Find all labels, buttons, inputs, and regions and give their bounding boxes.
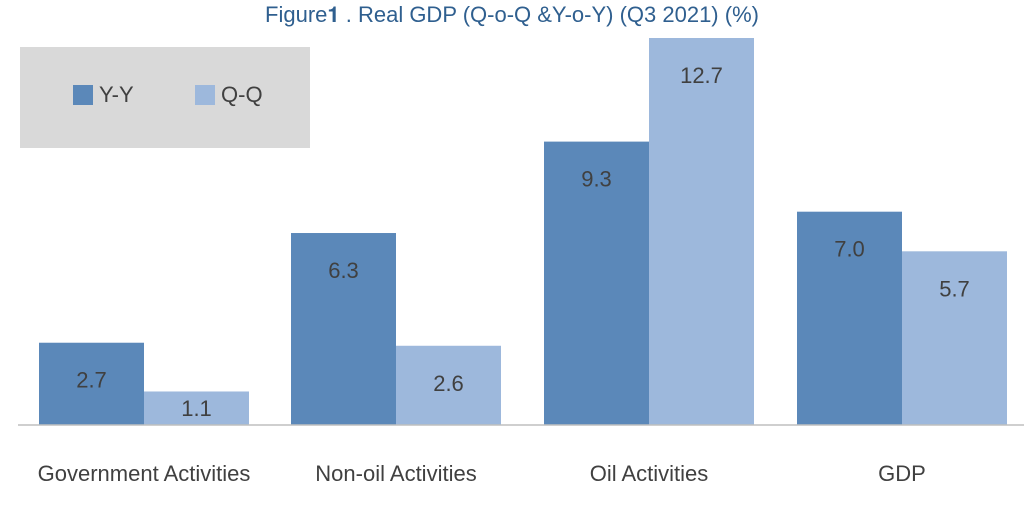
data-label-yy-2: 6.3 — [328, 258, 359, 283]
legend-label-qq: Q-Q — [221, 82, 263, 107]
legend-item-qq: Q-Q — [195, 84, 263, 106]
data-label-qq-4: 5.7 — [939, 276, 970, 301]
category-label-3: Oil Activities — [590, 461, 709, 486]
bar-yy-1 — [39, 342, 144, 425]
bar-yy-3 — [544, 141, 649, 425]
data-label-yy-1: 2.7 — [76, 368, 107, 393]
legend-label-yy: Y-Y — [99, 82, 134, 107]
bar-yy-4 — [797, 211, 902, 425]
bar-qq-1 — [144, 391, 249, 425]
legend: Y-Y Q-Q — [20, 47, 310, 148]
bar-qq-3 — [649, 38, 754, 425]
data-label-qq-2: 2.6 — [433, 371, 464, 396]
bar-qq-2 — [396, 345, 501, 425]
data-label-qq-3: 12.7 — [680, 63, 723, 88]
legend-item-yy: Y-Y — [73, 84, 134, 106]
data-label-yy-4: 7.0 — [834, 237, 865, 262]
legend-swatch-qq — [195, 85, 215, 105]
data-label-qq-1: 1.1 — [181, 396, 212, 421]
chart-title: Figure𝟏 . Real GDP (Q-o-Q &Y-o-Y) (Q3 20… — [265, 2, 759, 27]
legend-swatch-yy — [73, 85, 93, 105]
bar-qq-4 — [902, 251, 1007, 425]
category-label-2: Non-oil Activities — [315, 461, 476, 486]
data-label-yy-3: 9.3 — [581, 167, 612, 192]
bar-yy-2 — [291, 233, 396, 425]
category-label-4: GDP — [878, 461, 926, 486]
category-label-1: Government Activities — [38, 461, 251, 486]
